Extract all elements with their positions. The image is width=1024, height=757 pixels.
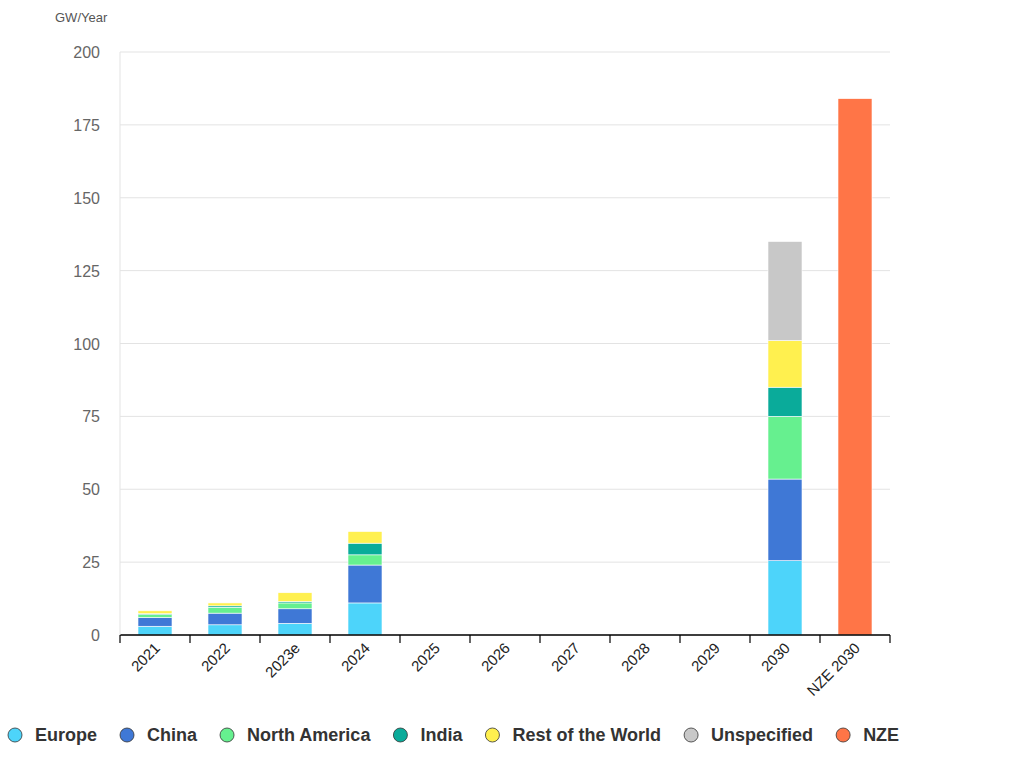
legend-label: Unspecified	[711, 725, 813, 745]
bar-segment	[208, 607, 242, 613]
y-axis-label: GW/Year	[55, 10, 108, 25]
category-divider	[819, 635, 820, 643]
bar-segment	[348, 565, 382, 603]
category-divider	[539, 635, 540, 643]
bar-segment	[768, 416, 802, 479]
legend-item: North America	[220, 725, 371, 745]
bar-segment	[768, 479, 802, 561]
x-tick-label: 2022	[198, 639, 234, 675]
bar-segment	[768, 387, 802, 416]
bar-segment	[138, 618, 172, 627]
bar-segment	[768, 241, 802, 340]
bar-segment	[768, 561, 802, 635]
legend-label: Rest of the World	[512, 725, 661, 745]
y-tick-label: 50	[82, 481, 100, 498]
legend-item: China	[120, 725, 198, 745]
chart: GW/Year 0 25 50 75 100 125 150 175 200 2021 2022 202…	[0, 0, 1024, 757]
bar-segment	[138, 626, 172, 635]
legend-swatch	[220, 728, 234, 742]
bar-segment	[138, 611, 172, 614]
bars	[138, 99, 872, 635]
x-tick-label: 2026	[478, 639, 514, 675]
x-tick-label: 2021	[128, 639, 164, 675]
bar-segment	[348, 543, 382, 555]
bar-segment	[278, 609, 312, 624]
x-tick-label: 2023e	[262, 639, 304, 681]
legend-swatch	[836, 728, 850, 742]
bar-segment	[208, 625, 242, 635]
bar-segment	[838, 99, 872, 635]
y-tick-label: 150	[73, 190, 100, 207]
y-tick-label: 200	[73, 44, 100, 61]
legend-swatch	[684, 728, 698, 742]
category-divider	[329, 635, 330, 643]
category-divider	[259, 635, 260, 643]
legend-label: Europe	[35, 725, 97, 745]
bar-segment	[348, 603, 382, 635]
bar-segment	[208, 613, 242, 625]
grid-line	[120, 52, 890, 53]
legend-item: Rest of the World	[485, 725, 661, 745]
bar-segment	[138, 615, 172, 618]
y-tick-label: 175	[73, 117, 100, 134]
legend-label: China	[147, 725, 198, 745]
x-tick-label: NZE 2030	[803, 639, 863, 699]
x-tick-label: 2030	[758, 639, 794, 675]
legend-item: India	[393, 725, 463, 745]
legend-swatch	[8, 728, 22, 742]
legend-item: Unspecified	[684, 725, 813, 745]
bar-segment	[348, 555, 382, 565]
x-tick-label: 2024	[338, 639, 374, 675]
legend-label: India	[420, 725, 463, 745]
legend-swatch	[393, 728, 407, 742]
legend-swatch	[485, 728, 499, 742]
legend-label: NZE	[863, 725, 899, 745]
y-tick-label: 125	[73, 263, 100, 280]
legend-item: NZE	[836, 725, 899, 745]
category-divider	[749, 635, 750, 643]
y-tick-label: 0	[91, 627, 100, 644]
x-axis-line	[120, 634, 890, 636]
category-divider	[399, 635, 400, 643]
category-divider	[469, 635, 470, 643]
legend: Europe China North America India Rest of the…	[8, 725, 899, 745]
y-tick-label: 25	[82, 554, 100, 571]
x-tick-label: 2027	[548, 639, 584, 675]
grid-line	[120, 124, 890, 125]
category-divider	[679, 635, 680, 643]
category-divider	[609, 635, 610, 643]
x-tick-label: 2028	[618, 639, 654, 675]
category-divider	[189, 635, 190, 643]
legend-label: North America	[247, 725, 371, 745]
bar-segment	[208, 603, 242, 606]
category-divider	[889, 635, 890, 643]
grid-line	[120, 635, 890, 636]
x-tick-label: 2029	[688, 639, 724, 675]
y-axis-line	[120, 52, 121, 635]
bar-segment	[278, 623, 312, 635]
bar-segment	[768, 341, 802, 388]
legend-item: Europe	[8, 725, 97, 745]
grid-line	[120, 197, 890, 198]
x-tick-label: 2025	[408, 639, 444, 675]
y-tick-label: 100	[73, 336, 100, 353]
category-divider	[119, 635, 120, 643]
legend-swatch	[120, 728, 134, 742]
bar-segment	[278, 593, 312, 602]
bar-segment	[278, 603, 312, 609]
y-tick-label: 75	[82, 408, 100, 425]
bar-segment	[348, 532, 382, 544]
